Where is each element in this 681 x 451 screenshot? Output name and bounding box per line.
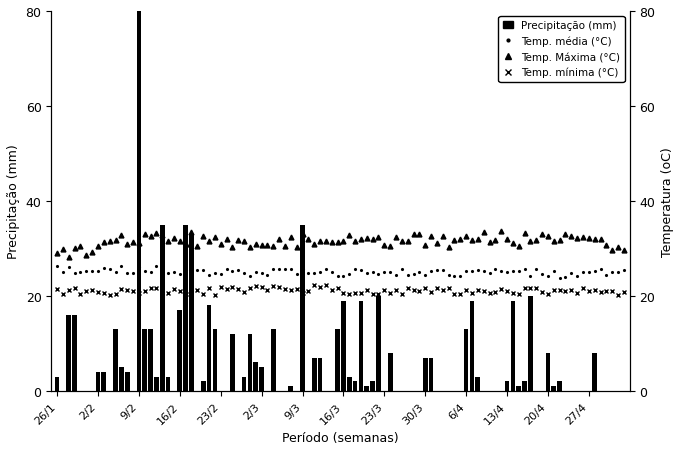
Bar [253,363,258,391]
Bar [353,382,358,391]
Bar [142,330,147,391]
Bar [312,358,317,391]
Bar [552,387,556,391]
Bar [271,330,276,391]
Bar [148,330,153,391]
Bar [505,382,509,391]
X-axis label: Período (semanas): Período (semanas) [282,431,399,444]
Bar [113,330,118,391]
Bar [545,353,550,391]
Bar [67,315,71,391]
Bar [359,301,363,391]
Bar [101,372,106,391]
Bar [528,296,533,391]
Legend: Precipitação (mm), Temp. média (°C), Temp. Máxima (°C), Temp. mínima (°C): Precipitação (mm), Temp. média (°C), Tem… [498,17,624,83]
Bar [423,358,428,391]
Bar [95,372,100,391]
Bar [242,377,247,391]
Bar [511,301,516,391]
Bar [470,301,475,391]
Bar [318,358,322,391]
Y-axis label: Precipitação (mm): Precipitação (mm) [7,144,20,259]
Bar [289,387,293,391]
Bar [370,382,375,391]
Bar [206,306,211,391]
Bar [300,225,305,391]
Bar [230,334,235,391]
Bar [347,377,351,391]
Bar [189,235,194,391]
Bar [183,225,188,391]
Bar [248,334,252,391]
Bar [522,382,527,391]
Bar [125,372,129,391]
Bar [72,315,77,391]
Bar [119,368,124,391]
Bar [178,310,182,391]
Bar [165,377,170,391]
Bar [54,377,59,391]
Bar [475,377,480,391]
Bar [335,330,340,391]
Bar [259,368,264,391]
Bar [592,353,597,391]
Bar [464,330,469,391]
Bar [160,225,165,391]
Bar [429,358,433,391]
Bar [516,387,521,391]
Y-axis label: Temperatura (oC): Temperatura (oC) [661,147,674,256]
Bar [137,12,141,391]
Bar [364,387,369,391]
Bar [341,301,346,391]
Bar [388,353,392,391]
Bar [154,377,159,391]
Bar [212,330,217,391]
Bar [557,382,562,391]
Bar [376,296,381,391]
Bar [201,382,206,391]
